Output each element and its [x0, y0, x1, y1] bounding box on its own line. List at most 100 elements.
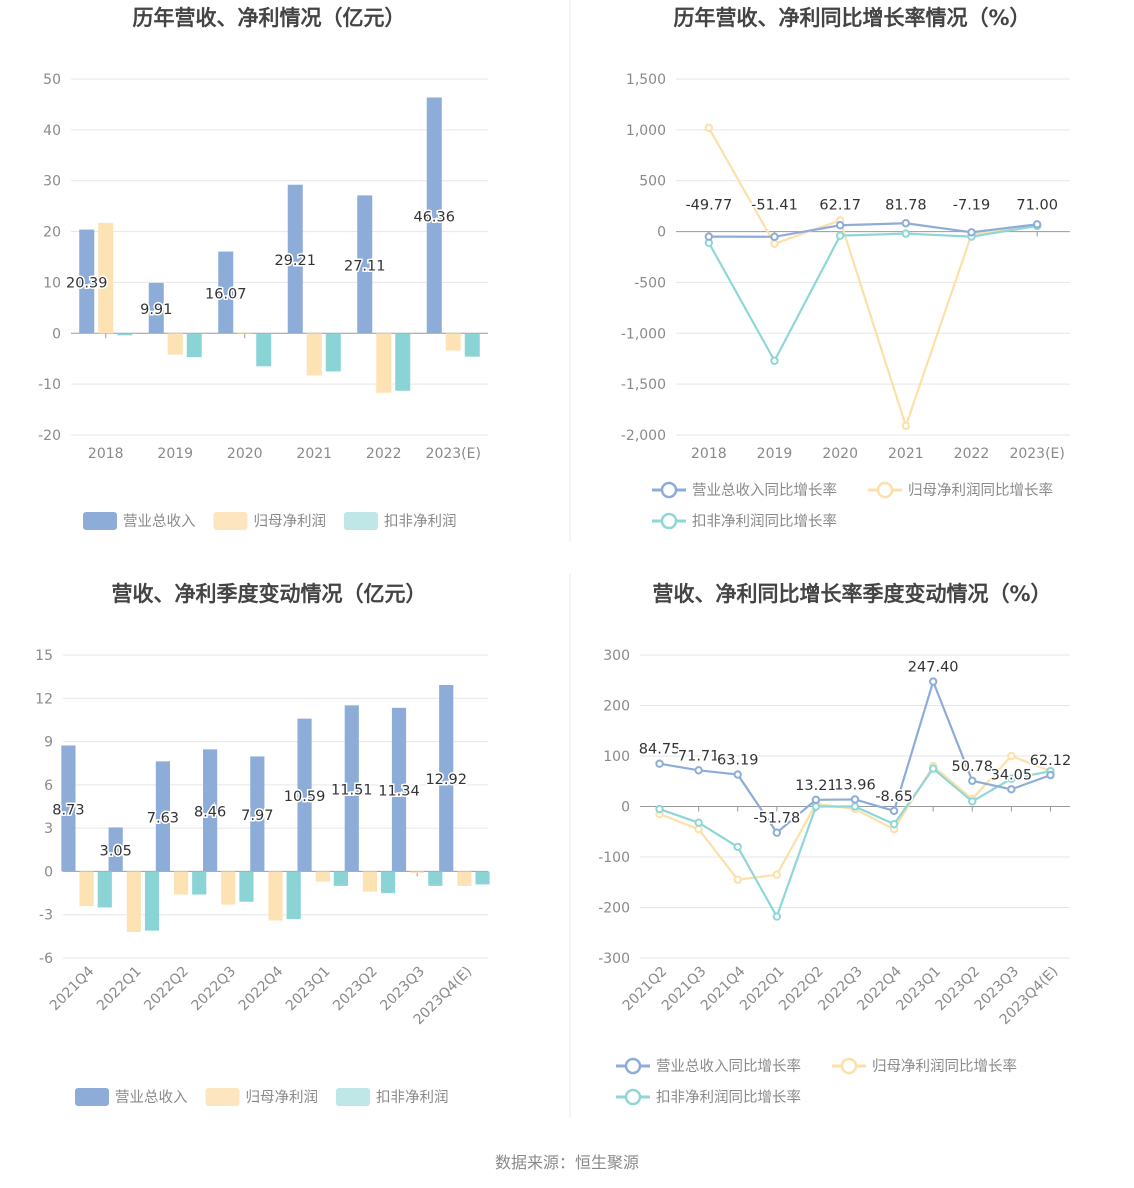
bar-revenue: [250, 756, 265, 872]
data-point: [1046, 770, 1055, 780]
bar-net-profit: [79, 871, 94, 907]
y-tick-label: -1,500: [621, 377, 666, 393]
data-point: [772, 912, 782, 921]
bar-net-profit: [445, 333, 461, 351]
bar-data-label: 12.92: [425, 772, 467, 788]
legend-marker: [876, 481, 894, 499]
y-tick-label: 0: [44, 864, 53, 880]
data-point: [850, 802, 860, 811]
data-point: [901, 421, 911, 431]
quarterly-growth-rate-chart: 营收、净利同比增长率季度变动情况（%） 300 200 100 0 -100 -200 -3…: [598, 582, 1072, 1106]
legend-swatch: [205, 1088, 240, 1106]
legend-swatch: [336, 1088, 370, 1106]
line-data-label: 34.05: [991, 767, 1033, 783]
x-tick-label: 2021: [888, 446, 924, 462]
bar-net-profit: [173, 871, 189, 895]
x-tick-label: 2021: [296, 446, 332, 462]
data-point: [694, 766, 703, 775]
chart-title: 历年营收、净利情况（亿元）: [133, 6, 406, 30]
legend-marker: [660, 512, 678, 530]
data-point: [733, 770, 742, 779]
bar-revenue: [155, 761, 170, 872]
bar-data-label: 46.36: [413, 209, 455, 225]
bar-deducted-profit: [192, 871, 207, 895]
x-tick-label: 2023Q2: [330, 964, 381, 1015]
bar-net-profit: [315, 871, 330, 882]
bar-deducted-profit: [97, 871, 112, 908]
line-data-label: -51.78: [753, 811, 800, 827]
bar-data-label: 11.34: [378, 784, 420, 800]
y-tick-label: -3: [39, 908, 53, 924]
data-point: [1007, 774, 1016, 783]
legend-label: 营业总收入: [115, 1089, 188, 1106]
legend-label: 营业总收入同比增长率: [692, 482, 837, 499]
y-tick-label: 3: [44, 821, 53, 837]
data-source-note: 数据来源：恒生聚源: [495, 1153, 639, 1172]
data-point: [770, 356, 779, 365]
y-tick-label: -2,000: [621, 428, 666, 444]
bar-net-profit: [167, 333, 183, 355]
bar-data-label: 10.59: [284, 789, 326, 805]
y-tick-label: 500: [639, 174, 666, 190]
y-tick-label: 1,500: [626, 72, 666, 88]
bar-deducted-profit: [239, 871, 254, 902]
legend-label: 扣非净利润: [376, 1089, 449, 1106]
bar-revenue: [297, 718, 312, 872]
data-point: [772, 870, 782, 879]
line-data-label: 71.71: [678, 748, 720, 764]
y-tick-label: 0: [52, 326, 61, 342]
line-data-label: -8.65: [875, 789, 913, 805]
line-data-label: 71.00: [1016, 197, 1058, 213]
y-tick-label: 1,000: [626, 123, 666, 139]
y-tick-label: 20: [43, 225, 61, 241]
legend-label: 归母净利润同比增长率: [908, 482, 1053, 499]
line-data-label: 13.96: [834, 777, 876, 793]
x-tick-label: 2022Q4: [236, 963, 287, 1014]
bar-net-profit: [362, 871, 378, 892]
bar-data-label: 8.73: [52, 802, 84, 818]
x-tick-label: 2023Q1: [283, 964, 334, 1015]
bar-net-profit: [237, 332, 253, 334]
legend-swatch: [213, 512, 248, 530]
bar-revenue: [218, 251, 234, 334]
legend-label: 营业总收入同比增长率: [656, 1058, 801, 1075]
data-point: [770, 232, 779, 242]
series-line-deducted-profit: [707, 224, 1038, 364]
y-tick-label: 10: [43, 275, 61, 291]
legend-marker: [660, 481, 678, 499]
line-data-label: 84.75: [639, 742, 681, 758]
bar-revenue: [357, 195, 373, 334]
data-point: [704, 232, 714, 241]
bar-net-profit: [221, 871, 236, 905]
bar-revenue: [61, 745, 76, 872]
legend-label: 扣非净利润: [384, 513, 457, 530]
legend-label: 扣非净利润同比增长率: [656, 1089, 801, 1106]
bar-net-profit: [410, 871, 425, 873]
data-point: [835, 221, 845, 230]
series-line-net-profit: [707, 127, 1038, 430]
chart-title: 历年营收、净利同比增长率情况（%）: [673, 6, 1030, 30]
y-tick-label: 30: [43, 174, 61, 190]
legend-marker: [624, 1057, 642, 1075]
data-point: [889, 806, 899, 816]
y-tick-label: 6: [44, 778, 53, 794]
x-tick-label: 2022Q3: [189, 964, 240, 1015]
data-point: [1007, 751, 1016, 761]
legend-marker: [624, 1088, 642, 1106]
data-point: [928, 677, 938, 686]
legend-label: 营业总收入: [123, 513, 196, 530]
x-tick-label: 2022: [954, 446, 990, 462]
x-tick-label: 2018: [691, 446, 727, 462]
bar-data-label: 20.39: [66, 275, 108, 291]
bar-revenue: [344, 705, 359, 872]
line-data-label: 13.21: [795, 778, 837, 794]
y-tick-label: -6: [39, 951, 53, 967]
data-point: [967, 228, 976, 237]
legend-swatch: [344, 512, 378, 530]
line-data-label: 63.19: [717, 753, 759, 769]
legend-swatch: [75, 1088, 109, 1106]
bar-data-label: 7.63: [147, 810, 179, 826]
bar-deducted-profit: [475, 871, 490, 885]
chart-title: 营收、净利同比增长率季度变动情况（%）: [652, 582, 1051, 606]
bar-revenue: [439, 685, 454, 872]
